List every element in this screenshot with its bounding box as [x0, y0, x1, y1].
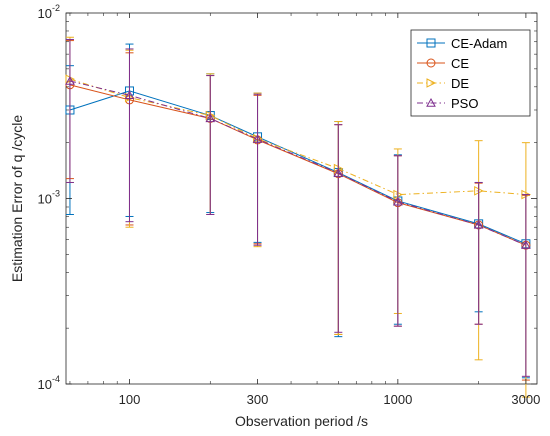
data-point	[473, 219, 484, 229]
x-tick-label: 100	[119, 392, 141, 407]
x-tick-label: 300	[247, 392, 269, 407]
y-tick-label: 10-2	[38, 3, 60, 21]
data-point	[65, 75, 75, 85]
data-point	[393, 196, 403, 206]
legend-marker	[426, 78, 437, 88]
legend-label: CE	[451, 56, 469, 71]
x-tick-label: 1000	[383, 392, 412, 407]
legend-marker	[426, 97, 436, 107]
legend-label: DE	[451, 76, 469, 91]
y-tick-label: 10-3	[38, 189, 60, 207]
legend-marker	[426, 58, 436, 68]
y-axis-label: Estimation Error of q /cycle	[9, 115, 25, 282]
legend-marker	[426, 38, 436, 48]
data-point	[124, 90, 135, 100]
x-tick-label: 3000	[511, 392, 540, 407]
x-axis-label: Observation period /s	[235, 413, 368, 429]
series-layer	[65, 36, 532, 398]
data-point	[252, 134, 263, 143]
ticks-layer: 100 300 1000 3000 10-2 10-3 10-4	[38, 3, 541, 407]
data-point	[205, 113, 216, 123]
y-tick-label: 10-4	[38, 374, 60, 392]
legend-label: PSO	[451, 96, 478, 111]
series-pso	[65, 38, 531, 377]
legend: CE-Adam CE DE PSO	[410, 29, 531, 117]
legend-box	[410, 29, 531, 117]
series-line	[69, 90, 527, 245]
data-point	[333, 168, 344, 177]
data-point	[521, 240, 531, 249]
legend-label: CE-Adam	[451, 36, 507, 51]
series-line	[69, 80, 527, 246]
